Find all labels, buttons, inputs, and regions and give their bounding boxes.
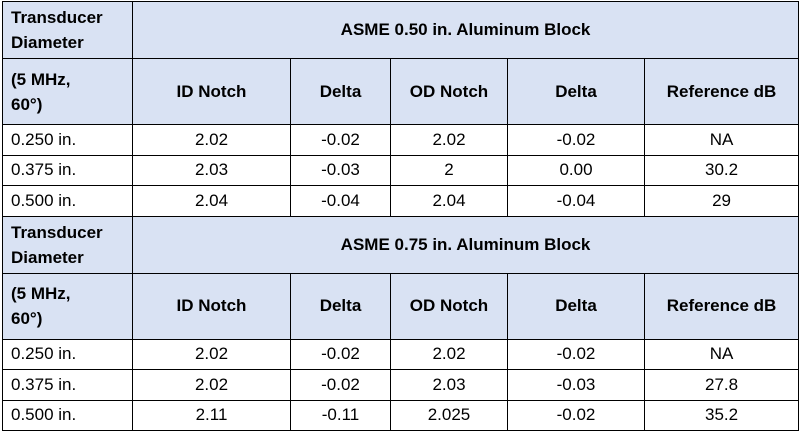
diameter-cell: 0.375 in. [2, 154, 133, 186]
column-header-id-notch: ID Notch [132, 272, 291, 340]
od-notch-cell: 2.03 [390, 369, 508, 401]
delta-cell: -0.02 [507, 124, 645, 156]
reference-db-cell: 27.8 [643, 369, 800, 401]
sub-label-line2: 60°) [11, 94, 43, 114]
reference-db-cell: NA [643, 338, 800, 370]
header-label-line1: Transducer [11, 222, 103, 242]
od-notch-cell: 2 [390, 154, 508, 186]
table-row: 0.500 in. 2.11 -0.11 2.025 -0.02 35.2 [2, 399, 800, 431]
delta-cell: -0.04 [290, 185, 391, 217]
delta-cell: -0.02 [290, 369, 391, 401]
frequency-angle-header: (5 MHz, 60°) [2, 58, 133, 125]
header-label-line2: Diameter [11, 247, 84, 267]
column-header-reference-db: Reference dB [643, 58, 800, 125]
table-row: 0.250 in. 2.02 -0.02 2.02 -0.02 NA [2, 124, 800, 156]
transducer-diameter-header: Transducer Diameter [2, 215, 133, 274]
sub-label-line1: (5 MHz, [11, 69, 71, 89]
od-notch-cell: 2.04 [390, 185, 508, 217]
delta-cell: -0.11 [290, 399, 391, 431]
id-notch-cell: 2.04 [132, 185, 291, 217]
delta-cell: -0.02 [507, 399, 645, 431]
table-row: 0.250 in. 2.02 -0.02 2.02 -0.02 NA [2, 338, 800, 370]
delta-cell: -0.03 [507, 369, 645, 401]
column-header-reference-db: Reference dB [643, 272, 800, 340]
od-notch-cell: 2.025 [390, 399, 508, 431]
sub-label-line2: 60°) [11, 309, 43, 328]
diameter-cell: 0.500 in. [2, 399, 133, 431]
table-row: 0.375 in. 2.02 -0.02 2.03 -0.03 27.8 [2, 369, 800, 401]
reference-db-cell: 30.2 [643, 154, 800, 186]
diameter-cell: 0.375 in. [2, 369, 133, 401]
table-row: 0.500 in. 2.04 -0.04 2.04 -0.04 29 [2, 185, 800, 217]
diameter-cell: 0.250 in. [2, 124, 133, 156]
column-header-row: (5 MHz, 60°) ID Notch Delta OD Notch Del… [2, 58, 800, 125]
id-notch-cell: 2.11 [132, 399, 291, 431]
section-title-row: Transducer Diameter ASME 0.50 in. Alumin… [2, 1, 800, 59]
column-header-delta: Delta [290, 58, 391, 125]
id-notch-cell: 2.02 [132, 124, 291, 156]
results-table: Transducer Diameter ASME 0.50 in. Alumin… [2, 1, 800, 431]
header-label-line1: Transducer [11, 8, 103, 27]
transducer-diameter-header: Transducer Diameter [2, 1, 133, 59]
column-header-delta: Delta [290, 272, 391, 340]
id-notch-cell: 2.02 [132, 369, 291, 401]
frequency-angle-header: (5 MHz, 60°) [2, 272, 133, 340]
delta-cell: -0.04 [507, 185, 645, 217]
block-title: ASME 0.75 in. Aluminum Block [131, 215, 800, 274]
delta-cell: -0.02 [290, 338, 391, 370]
delta-cell: 0.00 [507, 154, 645, 186]
column-header-od-notch: OD Notch [390, 272, 508, 340]
column-header-od-notch: OD Notch [390, 58, 508, 125]
reference-db-cell: 29 [643, 185, 800, 217]
header-label-line2: Diameter [11, 33, 84, 52]
column-header-delta: Delta [507, 58, 645, 125]
delta-cell: -0.02 [507, 338, 645, 370]
column-header-delta: Delta [507, 272, 645, 340]
section-title-row: Transducer Diameter ASME 0.75 in. Alumin… [2, 215, 800, 274]
reference-db-cell: NA [643, 124, 800, 156]
column-header-id-notch: ID Notch [132, 58, 291, 125]
id-notch-cell: 2.02 [132, 338, 291, 370]
delta-cell: -0.02 [290, 124, 391, 156]
id-notch-cell: 2.03 [132, 154, 291, 186]
reference-db-cell: 35.2 [643, 399, 800, 431]
block-title: ASME 0.50 in. Aluminum Block [131, 1, 800, 59]
delta-cell: -0.03 [290, 154, 391, 186]
diameter-cell: 0.250 in. [2, 338, 133, 370]
sub-label-line1: (5 MHz, [11, 284, 71, 303]
table-row: 0.375 in. 2.03 -0.03 2 0.00 30.2 [2, 154, 800, 186]
diameter-cell: 0.500 in. [2, 185, 133, 217]
od-notch-cell: 2.02 [390, 338, 508, 370]
column-header-row: (5 MHz, 60°) ID Notch Delta OD Notch Del… [2, 272, 800, 340]
od-notch-cell: 2.02 [390, 124, 508, 156]
